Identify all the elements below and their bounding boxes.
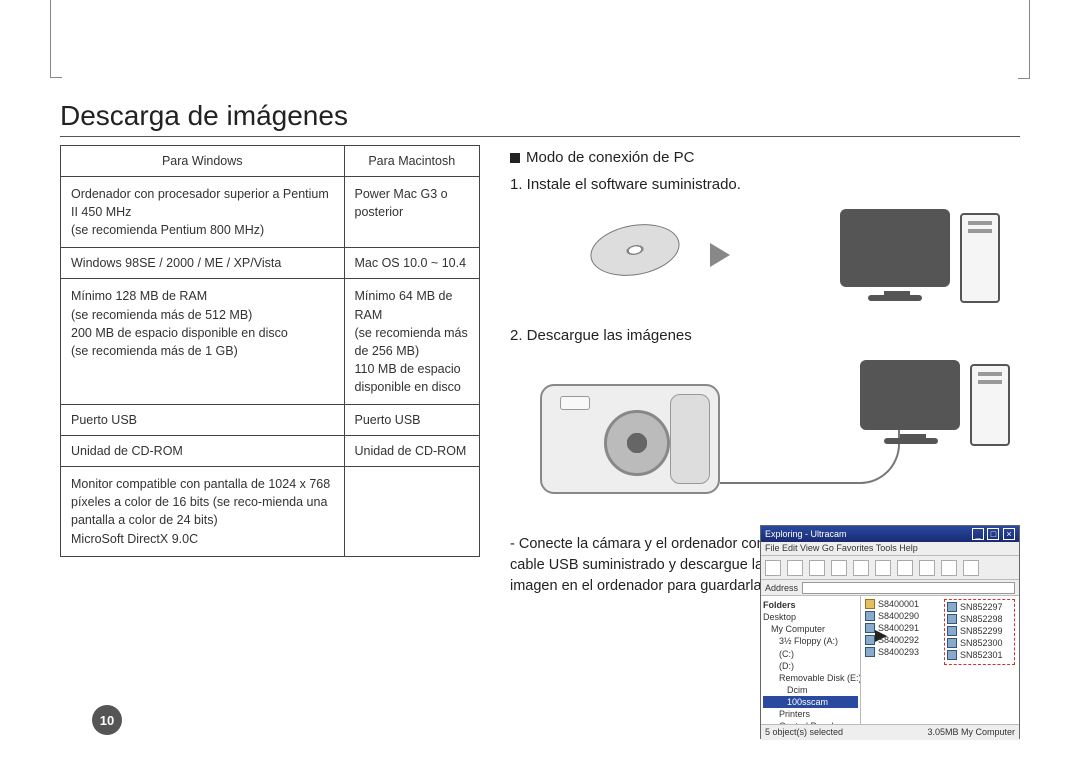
cd-icon xyxy=(586,218,683,283)
close-icon[interactable]: × xyxy=(1003,528,1015,540)
copy-icon[interactable] xyxy=(853,560,869,576)
install-illustration xyxy=(550,203,1020,313)
cell: Puerto USB xyxy=(344,405,480,436)
tree-header: Folders xyxy=(763,599,858,611)
cell: Puerto USB xyxy=(61,405,345,436)
undo-icon[interactable] xyxy=(897,560,913,576)
tree-item[interactable]: Desktop xyxy=(763,611,858,623)
table-row: Mínimo 128 MB de RAM(se recomienda más d… xyxy=(61,279,480,405)
download-illustration xyxy=(530,354,1020,524)
list-item[interactable]: SN852301 xyxy=(947,650,1012,660)
image-file-icon xyxy=(947,638,957,648)
status-right: 3.05MB My Computer xyxy=(927,727,1015,738)
maximize-icon[interactable]: □ xyxy=(987,528,999,540)
arrow-right-icon xyxy=(710,243,730,267)
tree-item[interactable]: (D:) xyxy=(763,660,858,672)
image-file-icon xyxy=(947,614,957,624)
views-icon[interactable] xyxy=(963,560,979,576)
properties-icon[interactable] xyxy=(941,560,957,576)
minimize-icon[interactable]: _ xyxy=(972,528,984,540)
tree-item-selected[interactable]: 100sscam xyxy=(763,696,858,708)
cell: Windows 98SE / 2000 / ME / XP/Vista xyxy=(61,248,345,279)
selection-box: SN852297 SN852298 SN852299 SN852300 SN85… xyxy=(944,599,1015,665)
tree-item[interactable]: Dcim xyxy=(763,684,858,696)
image-file-icon xyxy=(947,650,957,660)
mode-header: Modo de conexión de PC xyxy=(510,149,1020,166)
cell: Mínimo 128 MB de RAM(se recomienda más d… xyxy=(61,279,345,405)
page-number: 10 xyxy=(92,705,122,735)
tree-item[interactable]: Removable Disk (E:) xyxy=(763,672,858,684)
th-windows: Para Windows xyxy=(61,146,345,177)
cut-icon[interactable] xyxy=(831,560,847,576)
table-row: Puerto USB Puerto USB xyxy=(61,405,480,436)
table-row: Monitor compatible con pantalla de 1024 … xyxy=(61,467,480,557)
selection-arrow-icon xyxy=(875,630,887,642)
list-item[interactable]: S8400293 xyxy=(865,647,936,657)
cell: Unidad de CD-ROM xyxy=(344,436,480,467)
cell: Power Mac G3 o posterior xyxy=(344,177,480,248)
status-left: 5 object(s) selected xyxy=(765,727,843,738)
image-file-icon xyxy=(865,647,875,657)
square-bullet-icon xyxy=(510,153,520,163)
explorer-titlebar: Exploring - Ultracam _ □ × xyxy=(761,526,1019,542)
table-row: Windows 98SE / 2000 / ME / XP/Vista Mac … xyxy=(61,248,480,279)
list-item[interactable]: SN852298 xyxy=(947,614,1012,624)
paste-icon[interactable] xyxy=(875,560,891,576)
page-title: Descarga de imágenes xyxy=(60,100,1020,137)
computer-icon xyxy=(840,203,1000,313)
cell: Monitor compatible con pantalla de 1024 … xyxy=(61,467,345,557)
explorer-title-text: Exploring - Ultracam xyxy=(765,529,847,539)
folder-tree[interactable]: Folders Desktop My Computer 3½ Floppy (A… xyxy=(761,596,861,724)
cell: Mínimo 64 MB de RAM(se recomienda más de… xyxy=(344,279,480,405)
back-icon[interactable] xyxy=(765,560,781,576)
list-item[interactable]: S8400290 xyxy=(865,611,936,621)
explorer-toolbar[interactable] xyxy=(761,556,1019,580)
delete-icon[interactable] xyxy=(919,560,935,576)
cell: Mac OS 10.0 ~ 10.4 xyxy=(344,248,480,279)
computer-icon xyxy=(860,354,1010,459)
camera-icon xyxy=(540,384,720,494)
list-item[interactable]: SN852297 xyxy=(947,602,1012,612)
image-file-icon xyxy=(865,611,875,621)
cell: Ordenador con procesador superior a Pent… xyxy=(61,177,345,248)
image-file-icon xyxy=(947,626,957,636)
file-list[interactable]: S8400001 S8400290 S8400291 S8400292 S840… xyxy=(861,596,1019,724)
list-item[interactable]: SN852300 xyxy=(947,638,1012,648)
tree-item[interactable]: Control Panel xyxy=(763,720,858,724)
table-row: Unidad de CD-ROM Unidad de CD-ROM xyxy=(61,436,480,467)
up-icon[interactable] xyxy=(809,560,825,576)
explorer-address-bar[interactable]: Address xyxy=(761,580,1019,596)
image-file-icon xyxy=(947,602,957,612)
cell xyxy=(344,467,480,557)
image-file-icon xyxy=(865,635,875,645)
address-field[interactable] xyxy=(802,582,1015,594)
tree-item[interactable]: Printers xyxy=(763,708,858,720)
folder-icon xyxy=(865,599,875,609)
table-row: Ordenador con procesador superior a Pent… xyxy=(61,177,480,248)
image-file-icon xyxy=(865,623,875,633)
forward-icon[interactable] xyxy=(787,560,803,576)
file-explorer-window: Exploring - Ultracam _ □ × File Edit Vie… xyxy=(760,525,1020,739)
cell: Unidad de CD-ROM xyxy=(61,436,345,467)
list-item[interactable]: SN852299 xyxy=(947,626,1012,636)
tree-item[interactable]: (C:) xyxy=(763,648,858,660)
list-item[interactable]: S8400001 xyxy=(865,599,936,609)
step-2: 2. Descargue las imágenes xyxy=(510,327,1020,344)
step-1: 1. Instale el software suministrado. xyxy=(510,176,1020,193)
status-bar: 5 object(s) selected 3.05MB My Computer xyxy=(761,724,1019,740)
mode-header-text: Modo de conexión de PC xyxy=(526,149,694,166)
address-label: Address xyxy=(765,583,798,593)
tree-item[interactable]: My Computer xyxy=(763,623,858,635)
requirements-table: Para Windows Para Macintosh Ordenador co… xyxy=(60,145,480,557)
tree-item[interactable]: 3½ Floppy (A:) xyxy=(763,635,858,647)
th-mac: Para Macintosh xyxy=(344,146,480,177)
explorer-menu[interactable]: File Edit View Go Favorites Tools Help xyxy=(761,542,1019,556)
